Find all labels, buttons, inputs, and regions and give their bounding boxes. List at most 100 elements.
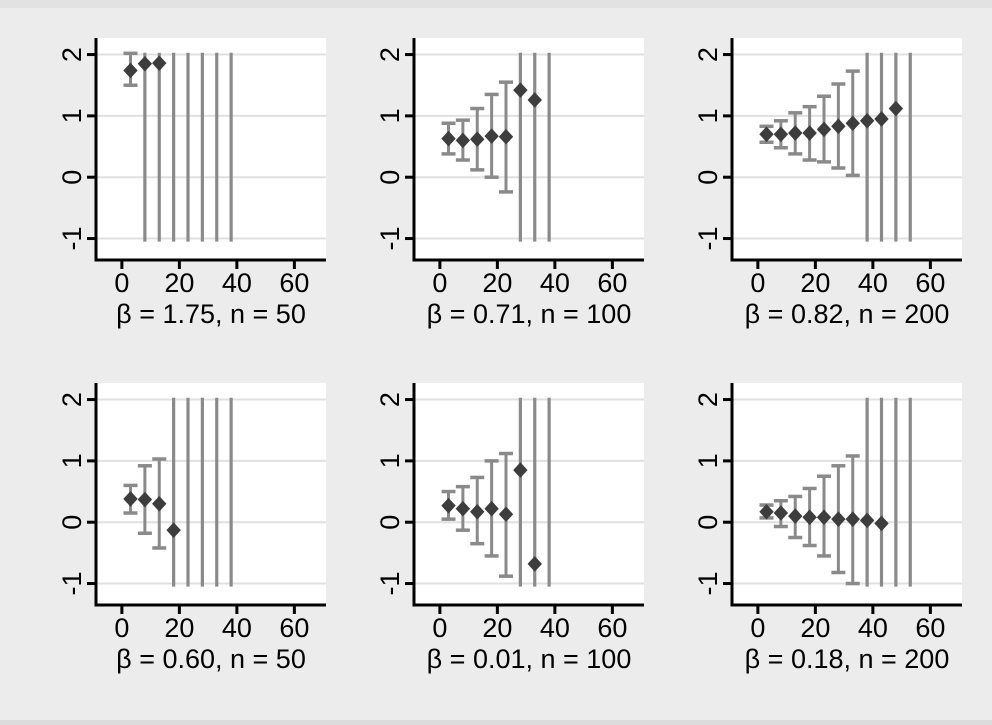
y-tick-label: 1 [693, 453, 723, 468]
panel-caption: β = 0.71, n = 100 [426, 299, 632, 329]
panel-caption: β = 1.75, n = 50 [116, 299, 306, 329]
x-tick-label: 0 [114, 268, 129, 296]
panel-beta-0-71-n-100: -1 0 1 2 0 20 40 60 β = 0.71, n = 100 [352, 20, 670, 332]
y-tick-label: 1 [57, 108, 87, 123]
x-tick-label: 0 [432, 613, 447, 641]
point-marker-diamond [484, 500, 499, 517]
point-marker-diamond [859, 112, 875, 129]
y-tick-label: 2 [693, 47, 723, 62]
panel-grid: -1 0 1 2 0 20 40 60 β = 1.75, n = 50 -1 0 1 2 0 20 40… [34, 20, 988, 677]
y-tick-label: 0 [57, 515, 87, 530]
point-marker-diamond [123, 491, 138, 507]
y-tick-label: 1 [57, 453, 87, 468]
y-tick-label: 1 [375, 108, 405, 123]
x-tick-label: 20 [482, 613, 512, 641]
panel-beta-0-82-n-200: -1 0 1 2 0 20 40 60 β = 0.82, n = 200 [670, 20, 988, 332]
panel-caption: β = 0.18, n = 200 [744, 644, 950, 674]
y-tick-label: -1 [375, 227, 405, 251]
point-marker-diamond [498, 506, 514, 523]
point-marker-diamond [788, 125, 803, 141]
y-tick-label: -1 [57, 572, 87, 596]
x-tick-label: 20 [800, 268, 830, 296]
point-marker-diamond [759, 503, 774, 520]
x-tick-label: 60 [279, 613, 309, 641]
x-tick-label: 40 [540, 613, 570, 641]
x-tick-label: 40 [858, 613, 888, 641]
point-marker-diamond [441, 130, 456, 147]
point-marker-diamond [498, 128, 514, 145]
x-tick-label: 40 [858, 268, 888, 296]
point-marker-diamond [874, 111, 889, 127]
point-marker-diamond [831, 511, 846, 527]
x-tick-label: 60 [915, 613, 945, 641]
point-marker-diamond [802, 125, 817, 141]
y-tick-label: 0 [375, 515, 405, 530]
x-tick-label: 60 [597, 613, 627, 641]
panel-beta-0-18-n-200: -1 0 1 2 0 20 40 60 β = 0.18, n = 200 [670, 365, 988, 677]
point-marker-diamond [874, 515, 889, 532]
panel-caption: β = 0.82, n = 200 [744, 299, 950, 329]
x-tick-label: 20 [164, 268, 194, 296]
point-marker-diamond [527, 92, 542, 108]
panel-beta-1-75-n-50: -1 0 1 2 0 20 40 60 β = 1.75, n = 50 [34, 20, 352, 332]
x-tick-label: 0 [114, 613, 129, 641]
x-tick-label: 20 [800, 613, 830, 641]
point-marker-diamond [484, 128, 499, 144]
point-marker-diamond [816, 509, 832, 526]
x-tick-label: 40 [540, 268, 570, 296]
x-tick-label: 40 [222, 613, 252, 641]
window-bottom-edge [0, 720, 992, 725]
plot-area [96, 383, 326, 605]
point-marker-diamond [137, 491, 153, 508]
point-marker-diamond [166, 522, 181, 538]
y-tick-label: 2 [375, 47, 405, 62]
y-tick-label: -1 [693, 227, 723, 251]
point-marker-diamond [470, 131, 485, 147]
point-marker-diamond [788, 508, 803, 524]
point-marker-diamond [527, 556, 542, 572]
y-tick-label: 2 [57, 47, 87, 62]
y-tick-label: -1 [375, 572, 405, 596]
x-tick-label: 20 [164, 613, 194, 641]
point-marker-diamond [152, 496, 167, 512]
y-tick-label: 1 [375, 453, 405, 468]
point-marker-diamond [845, 511, 860, 527]
x-tick-label: 60 [279, 268, 309, 296]
y-tick-label: 0 [375, 170, 405, 185]
plot-area [414, 383, 644, 605]
plot-area [96, 38, 326, 260]
point-marker-diamond [773, 505, 789, 521]
x-tick-label: 0 [750, 613, 765, 641]
plot-area [414, 38, 644, 260]
point-marker-diamond [455, 132, 471, 149]
x-tick-label: 0 [750, 268, 765, 296]
point-marker-diamond [845, 115, 860, 132]
plot-area [732, 383, 962, 605]
x-tick-label: 60 [597, 268, 627, 296]
point-marker-diamond [859, 512, 875, 529]
x-tick-label: 40 [222, 268, 252, 296]
y-tick-label: 2 [57, 392, 87, 407]
y-tick-label: 0 [57, 170, 87, 185]
point-marker-diamond [816, 121, 832, 138]
y-tick-label: 1 [693, 108, 723, 123]
point-marker-diamond [831, 118, 846, 135]
x-tick-label: 60 [915, 268, 945, 296]
window-top-edge [0, 0, 992, 8]
panel-beta-0-60-n-50: -1 0 1 2 0 20 40 60 β = 0.60, n = 50 [34, 365, 352, 677]
point-marker-diamond [802, 509, 817, 526]
point-marker-diamond [441, 497, 456, 514]
point-marker-diamond [513, 462, 528, 478]
y-tick-label: 2 [693, 392, 723, 407]
x-tick-label: 0 [432, 268, 447, 296]
y-tick-label: 0 [693, 515, 723, 530]
panel-caption: β = 0.60, n = 50 [116, 644, 306, 674]
point-marker-diamond [773, 126, 789, 143]
point-marker-diamond [513, 82, 528, 98]
point-marker-diamond [759, 126, 774, 143]
